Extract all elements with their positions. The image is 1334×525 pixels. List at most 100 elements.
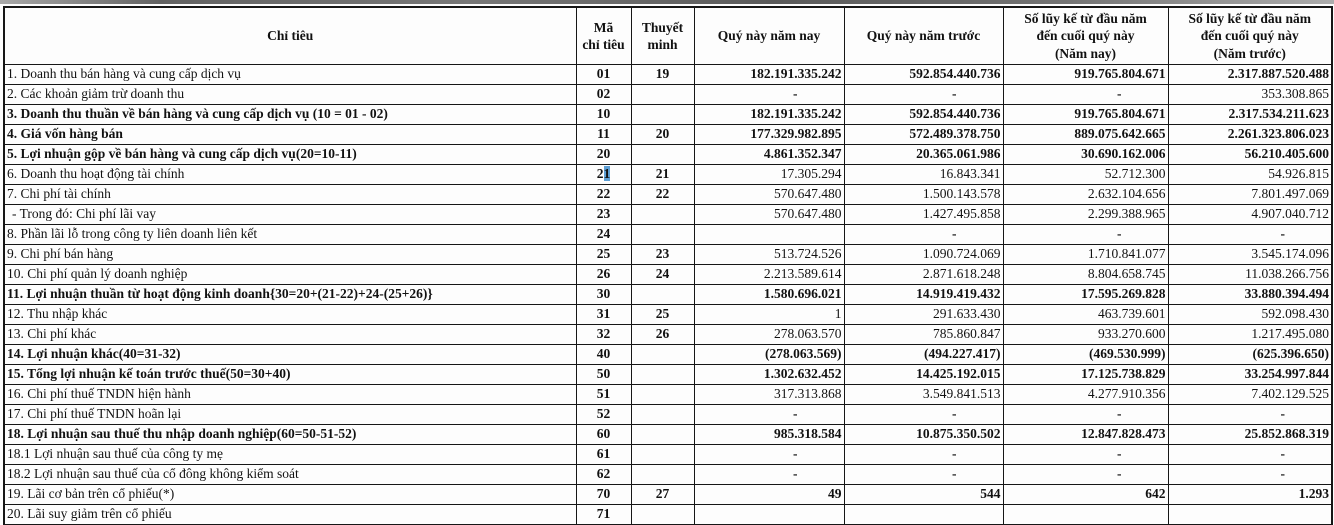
row-value-cell-ytd_now: 12.847.828.473 — [1002, 423, 1169, 445]
row-code-cell: 20 — [575, 143, 632, 165]
row-value-cell-ytd_prev — [1167, 503, 1333, 525]
row-value-cell-q_now: 49 — [693, 483, 845, 505]
row-note-cell: 21 — [630, 163, 695, 185]
row-note-cell — [630, 103, 695, 125]
row-value-cell-q_now: 2.213.589.614 — [693, 263, 845, 285]
row-value-cell-q_now: - — [693, 463, 845, 485]
table-row: 13. Chi phí khác 32 26 278.063.570 785.860.8… — [3, 323, 1333, 345]
row-value-cell-ytd_now: - — [1002, 443, 1169, 465]
row-value-cell-ytd_prev: - — [1167, 403, 1333, 425]
row-value-cell-q_now: 182.191.335.242 — [693, 63, 845, 85]
row-note-cell: 27 — [630, 483, 695, 505]
row-label-cell: 12. Thu nhập khác — [3, 303, 577, 325]
row-note-cell: 25 — [630, 303, 695, 325]
row-label-cell: 7. Chi phí tài chính — [3, 183, 577, 205]
row-value-cell-q_now: 513.724.526 — [693, 243, 845, 265]
row-value-cell-q_prev: 16.843.341 — [843, 163, 1004, 185]
table-row: 19. Lãi cơ bản trên cổ phiếu(*) 70 27 49 544… — [3, 483, 1333, 505]
row-label-cell: 17. Chi phí thuế TNDN hoãn lại — [3, 403, 577, 425]
row-value-cell-ytd_now: 1.710.841.077 — [1002, 243, 1169, 265]
row-value-cell-ytd_prev: 7.402.129.525 — [1167, 383, 1333, 405]
row-code-cell: 60 — [575, 423, 632, 445]
table-row: 9. Chi phí bán hàng 25 23 513.724.526 1.090.… — [3, 243, 1333, 265]
row-value-cell-ytd_prev: 11.038.266.756 — [1167, 263, 1333, 285]
row-label-cell: 13. Chi phí khác — [3, 323, 577, 345]
row-value-cell-q_prev: 291.633.430 — [843, 303, 1004, 325]
row-label-cell: 8. Phần lãi lỗ trong công ty liên doanh … — [3, 223, 577, 245]
row-value-cell-ytd_prev: 54.926.815 — [1167, 163, 1333, 185]
row-label-cell: 1. Doanh thu bán hàng và cung cấp dịch v… — [3, 63, 577, 85]
row-label-cell: 18.2 Lợi nhuận sau thuế của cổ đông khôn… — [3, 463, 577, 485]
row-value-cell-ytd_now: 889.075.642.665 — [1002, 123, 1169, 145]
row-value-cell-q_prev: 572.489.378.750 — [843, 123, 1004, 145]
row-value-cell-q_prev: 3.549.841.513 — [843, 383, 1004, 405]
row-value-cell-q_now: 985.318.584 — [693, 423, 845, 445]
column-header-code: Mã chỉ tiêu — [575, 6, 632, 65]
row-note-cell — [630, 423, 695, 445]
row-note-cell: 22 — [630, 183, 695, 205]
row-value-cell-q_prev: - — [843, 83, 1004, 105]
row-value-cell-q_now: - — [693, 443, 845, 465]
row-code-cell: 50 — [575, 363, 632, 385]
row-value-cell-q_prev: 1.500.143.578 — [843, 183, 1004, 205]
row-code-cell: 32 — [575, 323, 632, 345]
row-value-cell-ytd_prev: 2.261.323.806.023 — [1167, 123, 1333, 145]
row-code-cell: 31 — [575, 303, 632, 325]
row-note-cell — [630, 403, 695, 425]
row-value-cell-ytd_now: 2.299.388.965 — [1002, 203, 1169, 225]
row-value-cell-ytd_prev: 353.308.865 — [1167, 83, 1333, 105]
row-value-cell-q_now: 182.191.335.242 — [693, 103, 845, 125]
row-code-cell: 52 — [575, 403, 632, 425]
row-value-cell-ytd_now: 919.765.804.671 — [1002, 103, 1169, 125]
row-value-cell-q_prev: - — [843, 223, 1004, 245]
row-value-cell-ytd_prev: - — [1167, 223, 1333, 245]
row-value-cell-ytd_prev: 56.210.405.600 — [1167, 143, 1333, 165]
scan-artifact-top-edge — [0, 0, 1334, 4]
table-row: 16. Chi phí thuế TNDN hiện hành 51 317.313… — [3, 383, 1333, 405]
row-value-cell-q_prev: 2.871.618.248 — [843, 263, 1004, 285]
row-label-cell: - Trong đó: Chi phí lãi vay — [3, 203, 577, 225]
row-note-cell: 26 — [630, 323, 695, 345]
text-selection-highlight: 1 — [603, 166, 611, 182]
row-note-cell: 23 — [630, 243, 695, 265]
row-value-cell-ytd_prev: - — [1167, 443, 1333, 465]
row-note-cell — [630, 343, 695, 365]
row-label-cell: 6. Doanh thu hoạt động tài chính — [3, 163, 577, 185]
table-row: - Trong đó: Chi phí lãi vay 23 570.647.480… — [3, 203, 1333, 225]
row-value-cell-ytd_prev: - — [1167, 463, 1333, 485]
column-header-label: Chỉ tiêu — [3, 6, 577, 65]
table-header-row: Chỉ tiêu Mã chỉ tiêu Thuyết minh Quý này năm … — [3, 6, 1333, 65]
row-value-cell-q_prev: 592.854.440.736 — [843, 103, 1004, 125]
row-value-cell-q_now: 17.305.294 — [693, 163, 845, 185]
row-code-cell: 22 — [575, 183, 632, 205]
table-row: 1. Doanh thu bán hàng và cung cấp dịch v… — [3, 63, 1333, 85]
row-value-cell-ytd_prev: 2.317.887.520.488 — [1167, 63, 1333, 85]
row-code-cell: 25 — [575, 243, 632, 265]
row-code-cell: 30 — [575, 283, 632, 305]
row-value-cell-ytd_prev: 592.098.430 — [1167, 303, 1333, 325]
table-row: 2. Các khoản giảm trừ doanh thu 02- - -353.… — [3, 83, 1333, 105]
table-row: 6. Doanh thu hoạt động tài chính 21 21 17.3… — [3, 163, 1333, 185]
row-code-cell: 02 — [575, 83, 632, 105]
row-label-cell: 11. Lợi nhuận thuần từ hoạt động kinh do… — [3, 283, 577, 305]
column-header-q_prev: Quý này năm trước — [843, 6, 1004, 65]
row-code-cell: 10 — [575, 103, 632, 125]
row-value-cell-ytd_now: - — [1002, 223, 1169, 245]
row-code-cell: 40 — [575, 343, 632, 365]
row-value-cell-ytd_now: 8.804.658.745 — [1002, 263, 1169, 285]
table-row: 4. Giá vốn hàng bán 11 20 177.329.982.895 57… — [3, 123, 1333, 145]
row-value-cell-q_prev: - — [843, 403, 1004, 425]
row-note-cell — [630, 83, 695, 105]
row-value-cell-ytd_now: 2.632.104.656 — [1002, 183, 1169, 205]
row-code-cell: 01 — [575, 63, 632, 85]
row-label-cell: 19. Lãi cơ bản trên cổ phiếu(*) — [3, 483, 577, 505]
row-value-cell-q_now: 317.313.868 — [693, 383, 845, 405]
row-code-cell: 70 — [575, 483, 632, 505]
row-value-cell-q_now — [693, 503, 845, 525]
table-row: 14. Lợi nhuận khác(40=31-32) 40 (278.063.5… — [3, 343, 1333, 365]
table-row: 17. Chi phí thuế TNDN hoãn lại 52- - - - — [3, 403, 1333, 425]
row-note-cell: 24 — [630, 263, 695, 285]
row-value-cell-ytd_now: - — [1002, 83, 1169, 105]
row-value-cell-ytd_now: 17.125.738.829 — [1002, 363, 1169, 385]
